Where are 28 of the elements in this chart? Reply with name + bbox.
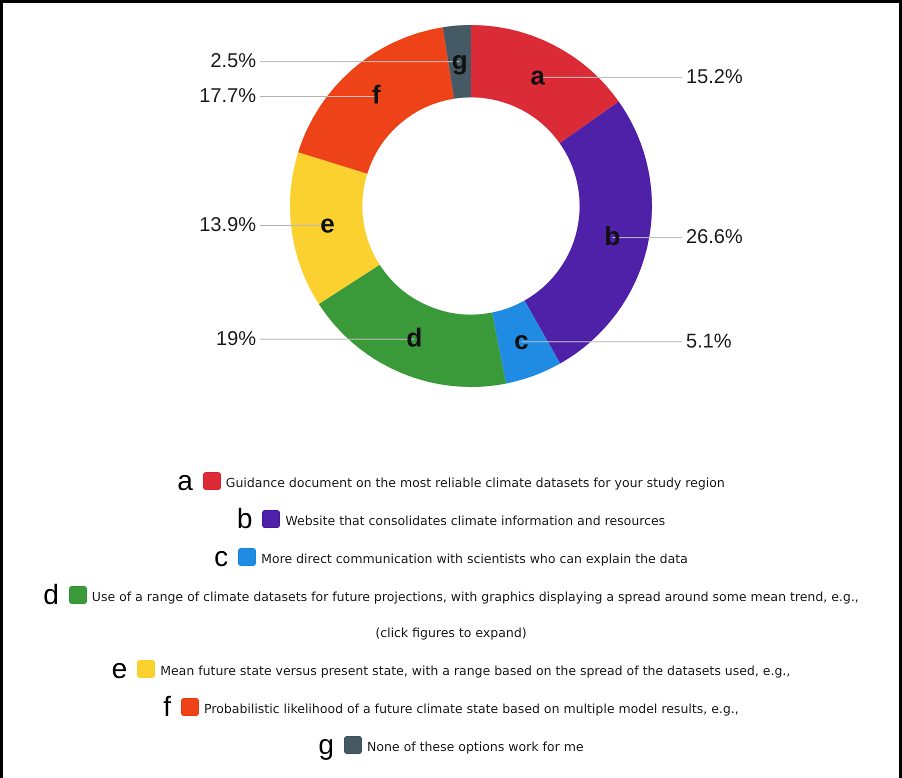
text: None of these options work for me — [367, 739, 584, 754]
legend-label: g — [318, 729, 334, 760]
legend-label: a — [177, 465, 193, 496]
legend-label: c — [214, 541, 228, 572]
slice-label: e — [320, 208, 335, 239]
slice-label: b — [604, 220, 620, 251]
text: Use of a range of climate datasets for future projections, with graphics displaying a spread around some mean trend, e.g., (click figures to expand) — [92, 589, 859, 640]
slice-label: f — [372, 80, 381, 110]
text: Guidance document on the most reliable climate datasets for your study region — [226, 475, 725, 490]
text: More direct communication with scientists who can explain the data — [261, 551, 688, 566]
slice-label: g — [452, 44, 468, 75]
data-label: 15.2% — [686, 66, 743, 88]
legend-label: d — [43, 579, 59, 610]
legend-label: b — [236, 503, 252, 534]
legend-label: e — [112, 653, 128, 684]
slice-label: a — [530, 60, 546, 91]
data-label: 17.7% — [199, 85, 256, 107]
text: Probabilistic likelihood of a future climate state based on multiple model results, e.g., — [204, 701, 739, 716]
data-label: 13.9% — [199, 214, 256, 236]
data-label: 26.6% — [686, 226, 743, 248]
data-label: 19% — [216, 328, 256, 350]
slice-label: d — [406, 322, 422, 352]
text: Website that consolidates climate information and resources — [285, 513, 666, 528]
text: Mean future state versus present state, with a range based on the spread of the datasets used, e.g., — [160, 663, 790, 678]
data-label: 5.1% — [686, 330, 732, 352]
legend-label: f — [163, 691, 172, 722]
data-label: 2.5% — [210, 50, 256, 72]
slice-label: c — [514, 324, 529, 355]
